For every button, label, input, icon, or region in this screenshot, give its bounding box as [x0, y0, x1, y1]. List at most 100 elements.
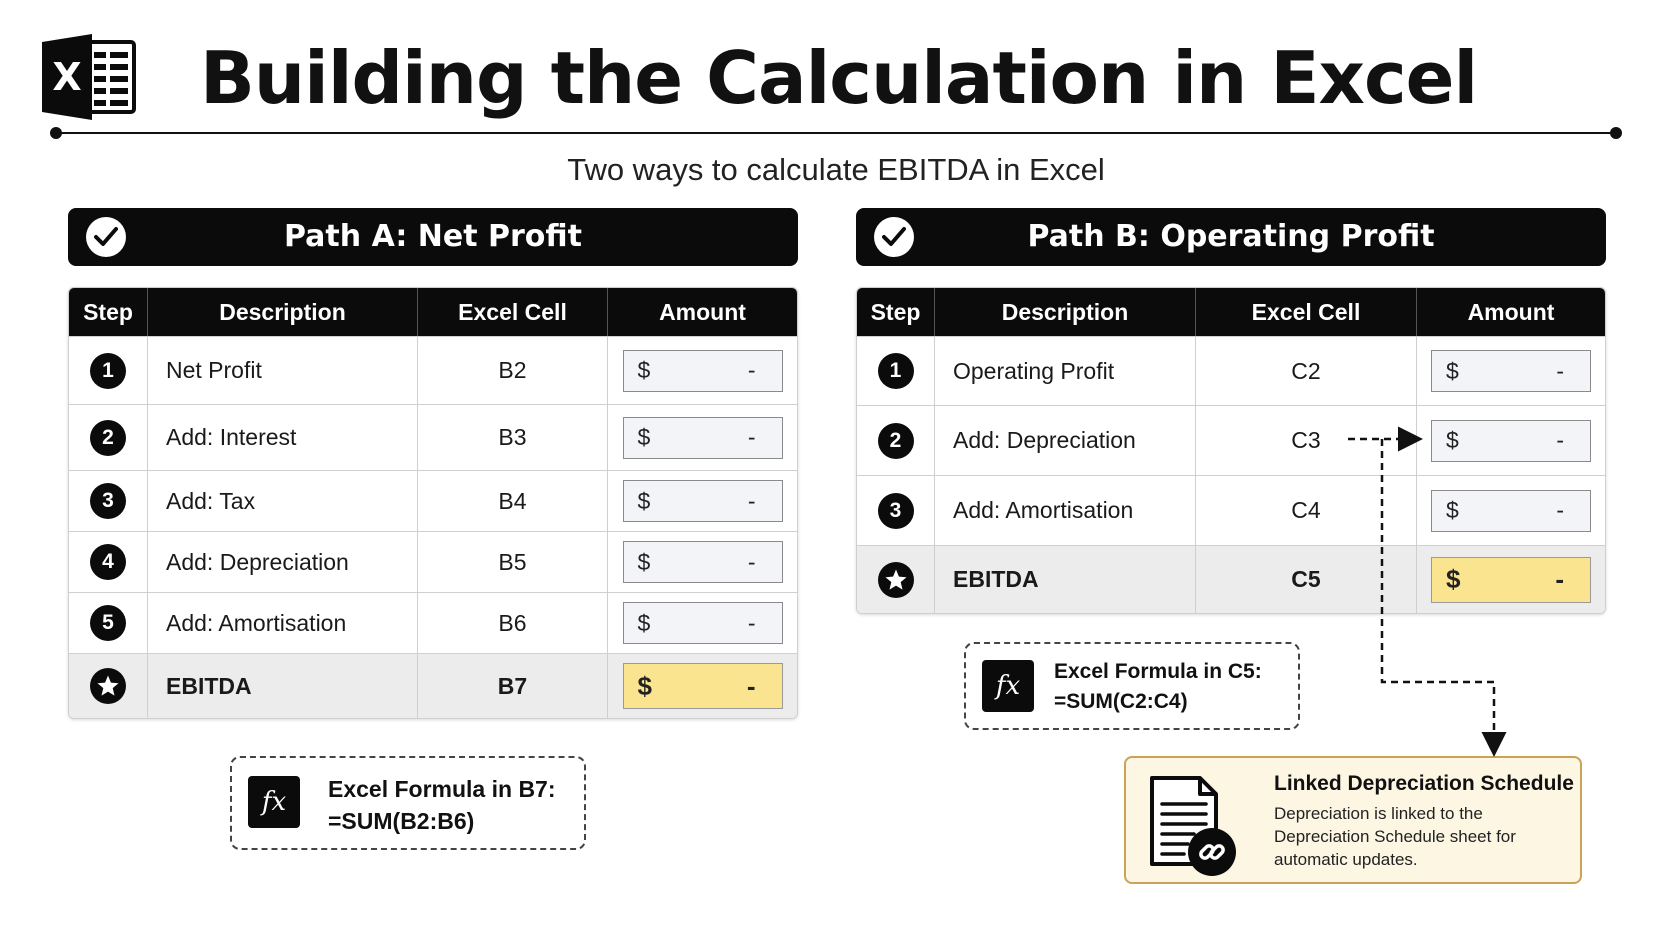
- formula-expression: =SUM(B2:B6): [328, 808, 475, 834]
- row-excel-cell: C3: [1196, 406, 1417, 475]
- amount-value: -: [1556, 427, 1564, 453]
- amount-input[interactable]: $ -: [622, 602, 783, 644]
- row-description: Operating Profit: [935, 337, 1196, 405]
- amount-input[interactable]: $ -: [1431, 350, 1591, 392]
- path-a-banner: Path A: Net Profit: [68, 208, 798, 266]
- amount-input[interactable]: $ -: [622, 416, 783, 459]
- page-title: Building the Calculation in Excel: [200, 36, 1478, 120]
- path-b-table: Step Description Excel Cell Amount 1 Ope…: [856, 287, 1606, 614]
- row-description: Net Profit: [148, 337, 418, 404]
- linked-document-icon: [1144, 772, 1244, 878]
- amount-input[interactable]: $ -: [622, 480, 783, 522]
- formula-label: Excel Formula in B7:: [328, 776, 556, 802]
- star-icon: [877, 561, 914, 598]
- linked-schedule-text: Depreciation is linked to the Depreciati…: [1274, 804, 1516, 869]
- formula-expression: =SUM(C2:C4): [1054, 690, 1188, 713]
- step-badge: 3: [90, 483, 126, 519]
- total-description: EBITDA: [148, 654, 418, 718]
- currency-symbol: $: [1446, 357, 1459, 384]
- row-description: Add: Tax: [148, 471, 418, 531]
- row-description: Add: Amortisation: [148, 593, 418, 653]
- logo-letter: X: [52, 55, 81, 99]
- step-badge: 2: [877, 422, 914, 459]
- amount-value: -: [746, 670, 756, 701]
- column-header-excel-cell: Excel Cell: [1196, 288, 1417, 336]
- formula-box-a: fx Excel Formula in B7: =SUM(B2:B6): [230, 756, 586, 850]
- page-subtitle: Two ways to calculate EBITDA in Excel: [567, 152, 1105, 187]
- currency-symbol: $: [1446, 497, 1459, 523]
- step-badge: 4: [90, 544, 126, 580]
- linked-schedule-title: Linked Depreciation Schedule: [1274, 772, 1574, 795]
- column-header-step: Step: [857, 288, 935, 336]
- fx-icon: fx: [248, 776, 300, 828]
- table-row: 4 Add: Depreciation B5 $ -: [69, 531, 797, 592]
- fx-icon: fx: [982, 660, 1034, 712]
- amount-value: -: [747, 609, 756, 636]
- path-b-banner: Path B: Operating Profit: [856, 208, 1606, 266]
- table-header: Step Description Excel Cell Amount: [69, 288, 797, 336]
- total-row: EBITDA B7 $ -: [69, 653, 797, 718]
- row-excel-cell: B2: [418, 337, 608, 404]
- row-excel-cell: C2: [1196, 337, 1417, 405]
- currency-symbol: $: [1446, 564, 1461, 594]
- row-excel-cell: B5: [418, 532, 608, 592]
- column-header-amount: Amount: [1467, 298, 1555, 325]
- table-header: Step Description Excel Cell Amount: [857, 288, 1605, 336]
- currency-symbol: $: [637, 487, 651, 514]
- row-excel-cell: B6: [418, 593, 608, 653]
- path-a-table: Step Description Excel Cell Amount 1 Net…: [68, 287, 798, 719]
- row-description: Add: Interest: [148, 405, 418, 470]
- row-description: Add: Depreciation: [148, 532, 418, 592]
- linked-schedule-callout: Linked Depreciation Schedule Depreciatio…: [1124, 756, 1582, 884]
- amount-value: -: [747, 357, 756, 383]
- total-amount-input[interactable]: $ -: [1431, 556, 1591, 603]
- table-row: 1 Net Profit B2 $ -: [69, 336, 797, 404]
- amount-input[interactable]: $ -: [622, 541, 783, 583]
- amount-input[interactable]: $ -: [1431, 489, 1591, 532]
- step-badge: 5: [90, 605, 126, 641]
- currency-symbol: $: [637, 609, 651, 636]
- total-excel-cell: B7: [418, 654, 608, 718]
- currency-symbol: $: [637, 548, 651, 575]
- row-excel-cell: C4: [1196, 476, 1417, 545]
- column-header-amount: Amount: [659, 298, 746, 325]
- column-header-excel-cell: Excel Cell: [418, 288, 608, 336]
- amount-input[interactable]: $ -: [1431, 419, 1591, 462]
- star-icon: [90, 668, 126, 704]
- path-b-title: Path B: Operating Profit: [1027, 219, 1435, 254]
- column-header-description: Description: [935, 288, 1196, 336]
- amount-value: -: [1556, 497, 1564, 523]
- table-row: 3 Add: Tax B4 $ -: [69, 470, 797, 531]
- row-description: Add: Amortisation: [935, 476, 1196, 545]
- currency-symbol: $: [1446, 427, 1459, 453]
- amount-value: -: [747, 424, 756, 450]
- formula-box-b: fx Excel Formula in C5: =SUM(C2:C4): [964, 642, 1300, 730]
- excel-logo-icon: X: [42, 34, 142, 120]
- row-description: Add: Depreciation: [935, 406, 1196, 475]
- amount-value: -: [1555, 564, 1564, 594]
- row-excel-cell: B4: [418, 471, 608, 531]
- amount-value: -: [747, 548, 756, 575]
- total-amount-input[interactable]: $ -: [622, 663, 783, 709]
- title-rule: [56, 132, 1614, 134]
- title-rule-end: [1610, 127, 1622, 139]
- amount-input[interactable]: $ -: [622, 349, 783, 392]
- checkmark-icon: [86, 217, 126, 257]
- total-description: EBITDA: [935, 546, 1196, 613]
- step-badge: 1: [90, 352, 126, 389]
- checkmark-icon: [874, 217, 914, 257]
- amount-value: -: [1556, 357, 1564, 384]
- table-row: 2 Add: Interest B3 $ -: [69, 404, 797, 470]
- step-badge: 3: [877, 492, 914, 529]
- column-header-description: Description: [148, 288, 418, 336]
- currency-symbol: $: [637, 357, 651, 383]
- step-badge: 1: [877, 353, 914, 389]
- currency-symbol: $: [637, 424, 651, 450]
- currency-symbol: $: [637, 670, 652, 701]
- table-row: 3 Add: Amortisation C4 $ -: [857, 475, 1605, 545]
- path-a-title: Path A: Net Profit: [284, 219, 582, 254]
- step-badge: 2: [90, 419, 126, 456]
- amount-value: -: [747, 487, 756, 514]
- table-row: 1 Operating Profit C2 $ -: [857, 336, 1605, 405]
- row-excel-cell: B3: [418, 405, 608, 470]
